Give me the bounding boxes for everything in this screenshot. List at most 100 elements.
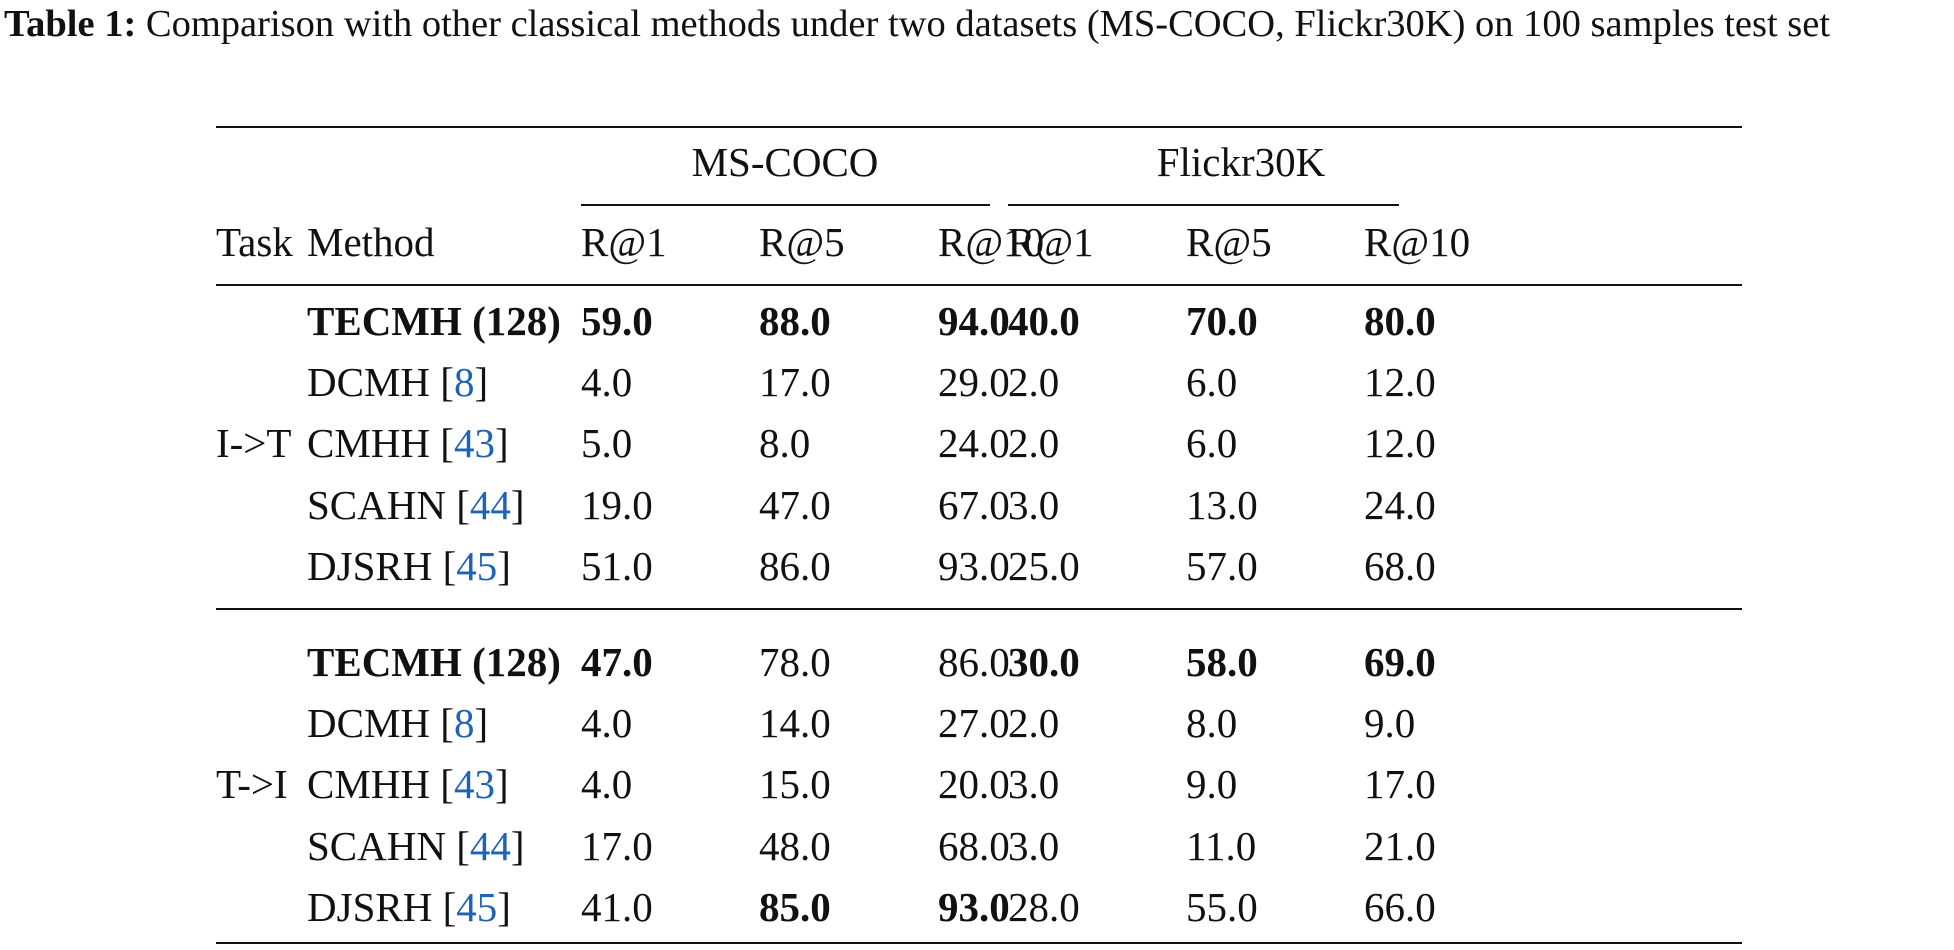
- caption-text: Comparison with other classical methods …: [136, 3, 1831, 45]
- group-header-mscoco: MS-COCO: [691, 139, 879, 185]
- method-name: CMHH: [307, 761, 431, 808]
- citation-link[interactable]: 45: [456, 883, 498, 930]
- value-cell-mscoco-r1: 4.0: [581, 761, 633, 808]
- value-cell-mscoco-r1: 5.0: [581, 420, 633, 467]
- method-name: DJSRH: [307, 542, 433, 589]
- method-cell: CMHH [43]: [307, 761, 509, 808]
- value-cell-mscoco-r10: 93.0: [938, 542, 1010, 589]
- citation-link[interactable]: 43: [453, 420, 495, 467]
- value-cell-mscoco-r10: 94.0: [938, 298, 1010, 344]
- method-name: SCAHN: [307, 481, 446, 528]
- col-header-mscoco-r1: R@1: [581, 219, 667, 265]
- value-cell-mscoco-r5: 14.0: [759, 700, 831, 747]
- value-cell-mscoco-r5: 8.0: [759, 420, 811, 467]
- value-cell-flickr-r10: 69.0: [1364, 639, 1436, 685]
- col-header-method: Method: [307, 219, 435, 265]
- value-cell-flickr-r1: 2.0: [1008, 420, 1060, 467]
- top-rule: [216, 126, 1742, 128]
- header-rule: [216, 284, 1742, 286]
- value-cell-flickr-r1: 3.0: [1008, 761, 1060, 808]
- value-cell-flickr-r5: 8.0: [1186, 700, 1238, 747]
- value-cell-flickr-r10: 24.0: [1364, 481, 1436, 528]
- col-header-mscoco-r10: R@10: [938, 219, 1045, 265]
- value-cell-mscoco-r1: 4.0: [581, 700, 633, 747]
- value-cell-mscoco-r10: 67.0: [938, 481, 1010, 528]
- value-cell-mscoco-r5: 17.0: [759, 359, 831, 406]
- value-cell-flickr-r10: 80.0: [1364, 298, 1436, 344]
- col-header-flickr-r5: R@5: [1186, 219, 1272, 265]
- method-cell: DCMH [8]: [307, 359, 489, 406]
- method-name: DJSRH: [307, 883, 433, 930]
- value-cell-flickr-r10: 17.0: [1364, 761, 1436, 808]
- value-cell-flickr-r10: 68.0: [1364, 542, 1436, 589]
- citation-link[interactable]: 43: [453, 761, 495, 808]
- task-label-t2i: T->I: [216, 761, 288, 808]
- method-name: SCAHN: [307, 822, 446, 869]
- value-cell-mscoco-r10: 20.0: [938, 761, 1010, 808]
- value-cell-flickr-r1: 3.0: [1008, 481, 1060, 528]
- citation-link[interactable]: 8: [453, 700, 475, 747]
- value-cell-flickr-r10: 66.0: [1364, 883, 1436, 930]
- value-cell-flickr-r10: 12.0: [1364, 420, 1436, 467]
- value-cell-mscoco-r10: 29.0: [938, 359, 1010, 406]
- value-cell-mscoco-r5: 78.0: [759, 639, 831, 685]
- value-cell-mscoco-r1: 41.0: [581, 883, 653, 930]
- value-cell-flickr-r5: 6.0: [1186, 420, 1238, 467]
- value-cell-mscoco-r1: 59.0: [581, 298, 653, 344]
- value-cell-flickr-r5: 58.0: [1186, 639, 1258, 685]
- value-cell-flickr-r5: 9.0: [1186, 761, 1238, 808]
- value-cell-flickr-r1: 25.0: [1008, 542, 1080, 589]
- value-cell-flickr-r1: 2.0: [1008, 359, 1060, 406]
- method-cell: DJSRH [45]: [307, 542, 511, 589]
- value-cell-flickr-r10: 21.0: [1364, 822, 1436, 869]
- value-cell-flickr-r5: 13.0: [1186, 481, 1258, 528]
- value-cell-mscoco-r5: 47.0: [759, 481, 831, 528]
- value-cell-flickr-r10: 9.0: [1364, 700, 1416, 747]
- value-cell-flickr-r5: 6.0: [1186, 359, 1238, 406]
- task-label-i2t: I->T: [216, 420, 292, 467]
- bottom-rule: [216, 942, 1742, 944]
- cmid-rule-flickr: [1008, 204, 1399, 206]
- col-header-task: Task: [216, 219, 293, 265]
- citation-link[interactable]: 8: [453, 359, 475, 406]
- value-cell-flickr-r1: 28.0: [1008, 883, 1080, 930]
- group-header-flickr30k: Flickr30K: [1156, 139, 1326, 185]
- col-header-flickr-r1: R@1: [1008, 219, 1094, 265]
- value-cell-mscoco-r5: 85.0: [759, 883, 831, 930]
- caption-label: Table 1:: [4, 3, 137, 45]
- value-cell-mscoco-r10: 27.0: [938, 700, 1010, 747]
- method-name: TECMH (128): [307, 639, 561, 685]
- citation-link[interactable]: 45: [456, 542, 498, 589]
- value-cell-mscoco-r1: 51.0: [581, 542, 653, 589]
- value-cell-mscoco-r5: 88.0: [759, 298, 831, 344]
- value-cell-mscoco-r10: 86.0: [938, 639, 1010, 685]
- method-cell: TECMH (128): [307, 638, 561, 686]
- col-header-mscoco-r5: R@5: [759, 219, 845, 265]
- value-cell-mscoco-r10: 93.0: [938, 883, 1010, 930]
- value-cell-mscoco-r1: 4.0: [581, 359, 633, 406]
- value-cell-flickr-r1: 30.0: [1008, 639, 1080, 685]
- method-cell: TECMH (128): [307, 297, 561, 345]
- value-cell-flickr-r5: 11.0: [1186, 822, 1257, 869]
- method-name: DCMH: [307, 700, 431, 747]
- method-cell: SCAHN [44]: [307, 822, 525, 869]
- citation-link[interactable]: 44: [469, 481, 511, 528]
- value-cell-mscoco-r5: 48.0: [759, 822, 831, 869]
- method-cell: SCAHN [44]: [307, 481, 525, 528]
- method-name: DCMH: [307, 359, 431, 406]
- value-cell-flickr-r5: 55.0: [1186, 883, 1258, 930]
- cmid-rule-mscoco: [581, 204, 990, 206]
- table-caption: Table 1: Comparison with other classical…: [4, 0, 1950, 48]
- value-cell-mscoco-r5: 15.0: [759, 761, 831, 808]
- value-cell-mscoco-r1: 47.0: [581, 639, 653, 685]
- method-cell: DJSRH [45]: [307, 883, 511, 930]
- citation-link[interactable]: 44: [469, 822, 511, 869]
- col-header-flickr-r10: R@10: [1364, 219, 1471, 265]
- method-name: CMHH: [307, 420, 431, 467]
- value-cell-flickr-r1: 2.0: [1008, 700, 1060, 747]
- value-cell-mscoco-r10: 24.0: [938, 420, 1010, 467]
- section-rule: [216, 608, 1742, 610]
- method-cell: CMHH [43]: [307, 420, 509, 467]
- value-cell-flickr-r1: 40.0: [1008, 298, 1080, 344]
- value-cell-flickr-r5: 57.0: [1186, 542, 1258, 589]
